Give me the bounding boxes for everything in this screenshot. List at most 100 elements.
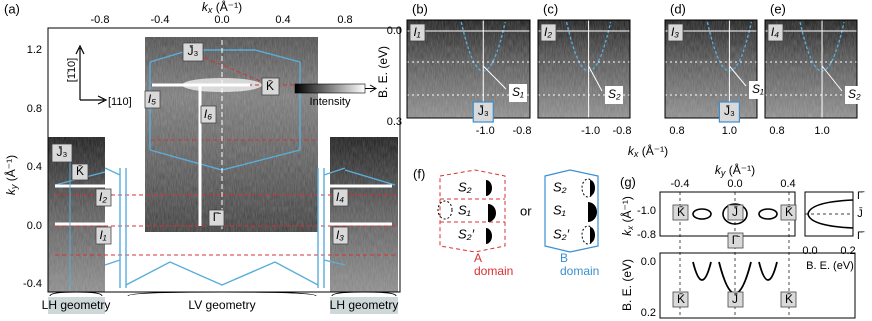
point-label: J̄₃: [188, 44, 199, 58]
frame: [664, 19, 758, 119]
y-tick-label: -0.4: [23, 278, 42, 290]
x-tick-label: 0.8: [669, 125, 684, 137]
domain-label: A: [474, 251, 482, 265]
state-label: S₁: [553, 202, 566, 217]
state-label: S₁: [752, 82, 764, 96]
panels-b-e: B. E. (eV) 0.0 0.3 kx (Å⁻¹) (b) I₁ S₁ J̄₃ -1…: [376, 1, 863, 159]
geometry-labels-rect: [330, 297, 398, 314]
point-label: K̄: [785, 205, 793, 219]
geometry-labels-path: [49, 291, 397, 297]
y-tick-label: -0.8: [637, 229, 656, 241]
x-tick-label: -0.4: [671, 178, 690, 190]
state-label: S₂: [608, 87, 621, 101]
y-axis-title: ky (Å⁻¹): [3, 155, 19, 195]
geometry-label: LH geometry: [42, 298, 111, 312]
y-axis-title: B. E. (eV): [376, 46, 390, 98]
x-tick-label: 1.0: [814, 125, 829, 137]
point-label: Γ̄: [732, 233, 741, 247]
panel-f-path: [439, 169, 506, 253]
panel-a: (a) kx (Å⁻¹) ky (Å⁻¹) -0.8 -0.4 0.0 0.4 …: [3, 0, 401, 314]
geometry-label: LH geometry: [330, 298, 399, 312]
point-label: J̄₃: [724, 104, 735, 118]
panel-g-rect: [659, 252, 856, 319]
point-label: J̄: [857, 207, 863, 220]
cut-label: I₁: [99, 228, 106, 242]
frame: [406, 19, 531, 119]
x-tick-label: 0.4: [780, 178, 795, 190]
state-label: S₂′: [553, 226, 570, 241]
y-tick-label: 0.3: [387, 116, 402, 128]
point-labels: J̄₃ K̄ Γ̄ J̄₃ K̄: [51, 42, 280, 227]
x-tick-label: -1.0: [476, 125, 495, 137]
panel-label: (a): [4, 1, 20, 16]
cut-label: I₂: [99, 190, 107, 204]
panel-g-ellipse: [758, 208, 778, 220]
cut-label: I₁: [413, 25, 420, 39]
frame: [537, 19, 631, 119]
state-label: S₂′: [458, 226, 475, 241]
cut-labels-rect: [95, 188, 112, 207]
panel-label: (c): [543, 1, 558, 16]
state-box: [509, 84, 527, 102]
frame: [764, 19, 858, 119]
direction-label: [110]: [108, 96, 132, 108]
point-label: Γ̄: [857, 190, 865, 202]
images-rect: [330, 137, 398, 292]
pointer: [729, 65, 747, 87]
point-label: J̄₃: [57, 145, 68, 159]
x-tick-label: 0.2: [840, 245, 855, 257]
panel-f-path: [588, 180, 597, 243]
intensity-bar: Intensity: [294, 83, 377, 108]
images-rect: [48, 137, 105, 292]
direction-label: [1̄10]: [66, 58, 78, 82]
panel-label: (f): [413, 166, 425, 181]
panel-f-path: [544, 169, 599, 253]
direction-arrows-path: [75, 44, 108, 105]
cut-label: I₅: [148, 92, 156, 106]
point-label: J̄: [732, 205, 738, 219]
y-tick-label: 0.0: [27, 220, 42, 232]
point-label: K̄: [677, 205, 685, 219]
panel-g: (g) ky (Å⁻¹) -0.4 0.0 0.4 kx (Å⁻¹) -1.0 …: [619, 162, 865, 319]
x-tick-label: 0.8: [337, 14, 352, 26]
cut-label: I₆: [204, 107, 212, 121]
cut-label: I₃: [671, 25, 679, 39]
y-tick-label: 0.2: [641, 307, 656, 319]
cut-label: I₂: [544, 25, 552, 39]
x-tick-label: -1.0: [581, 125, 600, 137]
point-box: [472, 101, 494, 123]
cut-labels-rect: [200, 105, 217, 124]
point-label: J̄: [732, 292, 738, 306]
point-label: K̄: [785, 292, 793, 306]
state-label: S₁: [512, 85, 524, 99]
direction-arrows: [1̄10] [110]: [66, 44, 132, 108]
x-axis-title: ky (Å⁻¹): [715, 162, 755, 178]
x-tick-label: 0.4: [275, 14, 290, 26]
spectrum-noise: [407, 20, 530, 118]
x-tick-label: 0.0: [727, 178, 742, 190]
cut-labels-rect: [144, 90, 161, 109]
domain-label: domain: [560, 264, 599, 278]
cut-labels-rect: [95, 226, 112, 245]
x-tick-label: -0.8: [613, 125, 632, 137]
or-label: or: [520, 203, 532, 218]
panel-g-rect: [727, 204, 744, 221]
panel-label: (b): [412, 1, 428, 16]
cut-box: [667, 23, 684, 42]
pointer: [821, 65, 843, 92]
x-axis-title: kx (Å⁻¹): [628, 143, 668, 159]
x-tick-label: 0.0: [214, 14, 229, 26]
panel-f: (f) S₂ S₁ S₂′ or S₂ S₁ S₂′ A domain B do…: [413, 166, 599, 278]
cut-box: [540, 23, 557, 42]
state-label: S₂: [458, 179, 472, 194]
panel-label: (e): [770, 1, 786, 16]
panel-g-rect: [672, 291, 689, 308]
cut-label: I₄: [336, 190, 344, 204]
state-box: [605, 86, 623, 104]
cut-label: I₄: [771, 25, 779, 39]
y-tick-label: 1.2: [27, 44, 42, 56]
cut-box: [767, 23, 784, 42]
panel-g-rect: [672, 204, 689, 221]
geometry-labels-rect: [48, 297, 105, 314]
panel-f-ellipse: [437, 200, 453, 220]
